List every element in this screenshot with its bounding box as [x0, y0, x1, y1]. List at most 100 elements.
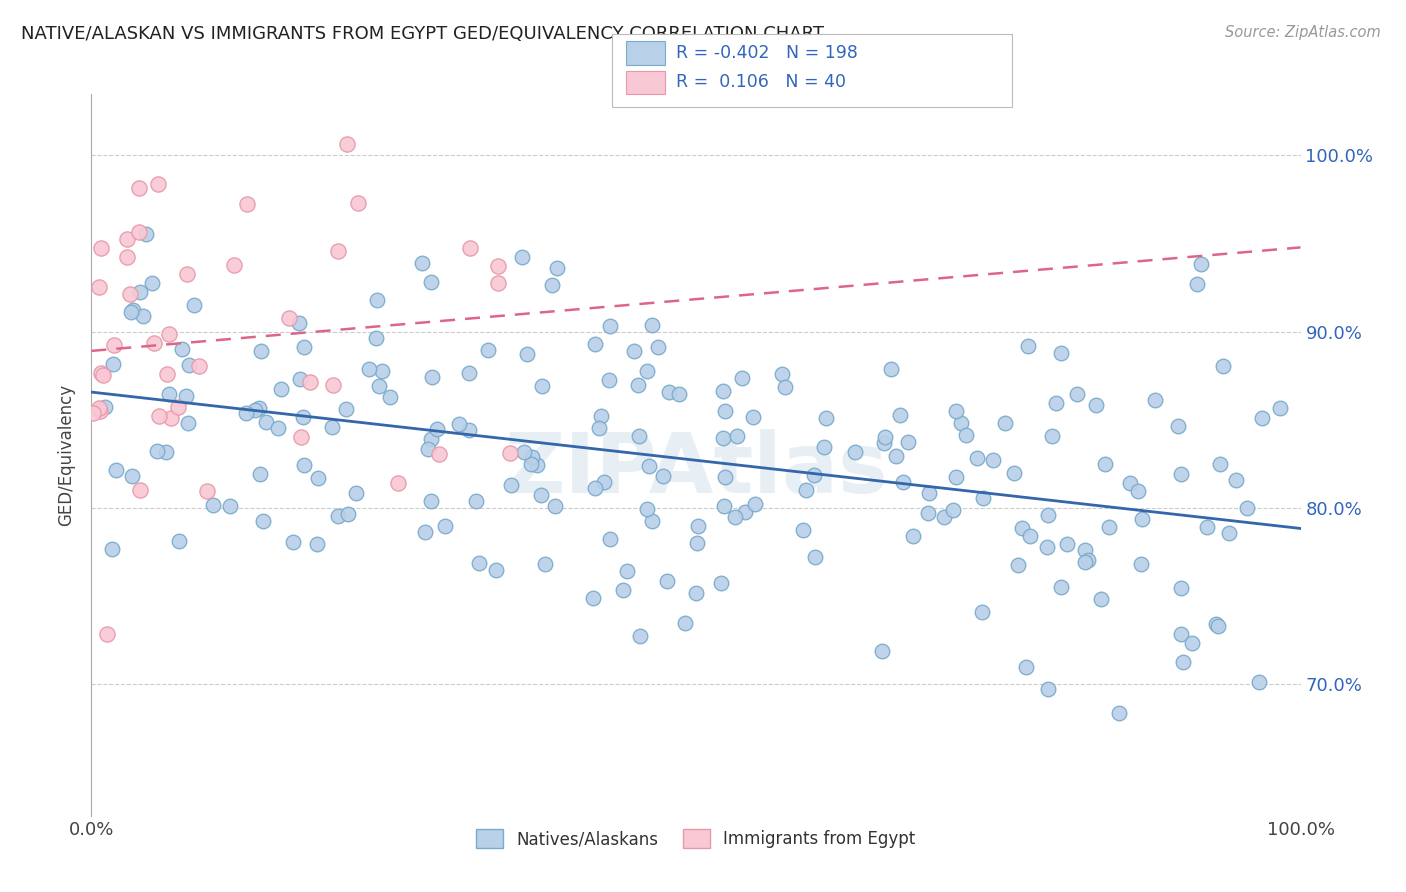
Point [1066, 386, 1088, 401]
Point [641, 318, 664, 333]
Point [955, 428, 977, 442]
Point [891, 475, 914, 490]
Point [170, 342, 193, 356]
Point [873, 430, 896, 444]
Point [734, 504, 756, 518]
Y-axis label: GED/Equivalency: GED/Equivalency [58, 384, 76, 526]
Point [711, 384, 734, 399]
Point [884, 450, 907, 464]
Point [145, 444, 167, 458]
Point [387, 475, 409, 490]
Point [516, 347, 538, 361]
Point [880, 361, 903, 376]
Point [744, 497, 766, 511]
Point [103, 337, 125, 351]
Point [1017, 339, 1039, 353]
Point [128, 181, 150, 195]
Point [668, 387, 690, 401]
Point [730, 371, 752, 385]
Point [714, 404, 737, 418]
Point [87, 401, 110, 416]
Point [155, 444, 177, 458]
Point [647, 341, 669, 355]
Point [132, 309, 155, 323]
Point [628, 429, 651, 443]
Point [1036, 508, 1059, 523]
Point [427, 447, 450, 461]
Point [792, 524, 814, 538]
Point [93, 368, 115, 382]
Point [673, 616, 696, 631]
Point [1251, 411, 1274, 425]
Point [628, 629, 651, 643]
Point [1040, 429, 1063, 443]
Point [366, 331, 388, 345]
Point [1130, 557, 1153, 571]
Point [146, 177, 169, 191]
Point [1195, 520, 1218, 534]
Point [652, 469, 675, 483]
Point [530, 487, 553, 501]
Point [1236, 500, 1258, 515]
Point [1036, 540, 1059, 554]
Point [657, 574, 679, 589]
Point [486, 276, 509, 290]
Point [464, 494, 486, 508]
Point [627, 377, 650, 392]
Point [1019, 529, 1042, 543]
Point [344, 486, 367, 500]
Point [1094, 457, 1116, 471]
Point [598, 373, 620, 387]
Point [599, 319, 621, 334]
Point [1212, 359, 1234, 374]
Point [89, 403, 111, 417]
Point [270, 382, 292, 396]
Point [219, 499, 242, 513]
Point [156, 367, 179, 381]
Point [307, 537, 329, 551]
Point [844, 445, 866, 459]
Point [468, 556, 491, 570]
Point [357, 361, 380, 376]
Point [477, 343, 499, 357]
Point [1011, 521, 1033, 535]
Point [725, 429, 748, 443]
Point [143, 336, 166, 351]
Point [121, 468, 143, 483]
Text: R = -0.402   N = 198: R = -0.402 N = 198 [676, 44, 858, 62]
Point [814, 411, 837, 425]
Point [420, 432, 443, 446]
Point [115, 232, 138, 246]
Point [1085, 398, 1108, 412]
Point [128, 285, 150, 299]
Point [1170, 581, 1192, 595]
Point [174, 389, 197, 403]
Text: ZIPAtlas: ZIPAtlas [503, 429, 889, 510]
Point [546, 261, 568, 276]
Point [714, 469, 737, 483]
Point [458, 424, 481, 438]
Point [201, 498, 224, 512]
Point [426, 422, 449, 436]
Point [415, 524, 437, 539]
Point [1090, 592, 1112, 607]
Point [945, 404, 967, 418]
Point [183, 298, 205, 312]
Point [540, 278, 562, 293]
Point [290, 430, 312, 444]
Point [1225, 473, 1247, 487]
Point [593, 475, 616, 489]
Point [636, 501, 658, 516]
Point [277, 311, 299, 326]
Point [128, 225, 150, 239]
Point [1014, 659, 1036, 673]
Point [250, 343, 273, 358]
Point [685, 586, 707, 600]
Point [326, 509, 349, 524]
Point [235, 406, 257, 420]
Point [120, 305, 142, 319]
Point [970, 605, 993, 619]
Point [582, 591, 605, 605]
Point [1268, 401, 1291, 415]
Point [526, 458, 548, 472]
